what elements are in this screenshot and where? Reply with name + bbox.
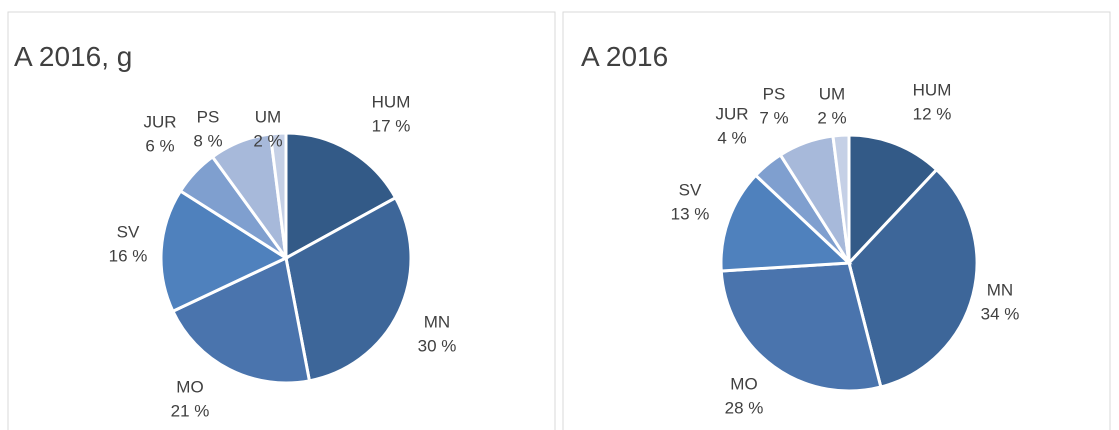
- slice-value: 17 %: [372, 116, 411, 135]
- slice-value: 7 %: [759, 108, 788, 127]
- slice-label: JUR: [143, 112, 176, 131]
- slice-label: PS: [197, 107, 220, 126]
- pie-slice: [284, 195, 413, 383]
- pie-slice: [719, 173, 853, 273]
- pie-slice: [268, 131, 288, 259]
- slice-label: SV: [679, 180, 702, 199]
- slice-value: 34 %: [981, 304, 1020, 323]
- slice-label: HUM: [372, 92, 411, 111]
- pie-slice: [159, 188, 290, 314]
- slice-value: 4 %: [717, 128, 746, 147]
- panel-border: [7, 11, 556, 430]
- pie-slice: [847, 167, 979, 389]
- slice-value: 21 %: [171, 401, 210, 420]
- pie-slice: [284, 131, 398, 261]
- pie-slice: [170, 255, 312, 385]
- slice-label: MO: [176, 377, 203, 396]
- slice-label: UM: [819, 84, 845, 103]
- slice-label: MN: [987, 280, 1013, 299]
- slice-value: 28 %: [725, 398, 764, 417]
- chart-title: A 2016, g: [14, 41, 132, 72]
- pie-slice: [719, 261, 883, 393]
- slice-label: PS: [763, 84, 786, 103]
- slice-value: 6 %: [145, 136, 174, 155]
- slice-label: SV: [117, 222, 140, 241]
- slice-value: 12 %: [913, 104, 952, 123]
- slice-label: JUR: [715, 104, 748, 123]
- slice-value: 13 %: [671, 204, 710, 223]
- pie-slice: [847, 133, 939, 267]
- slice-label: MO: [730, 374, 757, 393]
- slice-value: 8 %: [193, 131, 222, 150]
- pie-slice: [831, 133, 851, 264]
- slice-label: MN: [424, 312, 450, 331]
- slice-value: 16 %: [109, 246, 148, 265]
- slice-label: UM: [255, 107, 281, 126]
- slice-value: 30 %: [418, 336, 457, 355]
- slice-label: HUM: [913, 80, 952, 99]
- slice-value: 2 %: [253, 131, 282, 150]
- panel-border: [562, 11, 1111, 430]
- slice-value: 2 %: [817, 108, 846, 127]
- chart-title: A 2016: [581, 41, 668, 72]
